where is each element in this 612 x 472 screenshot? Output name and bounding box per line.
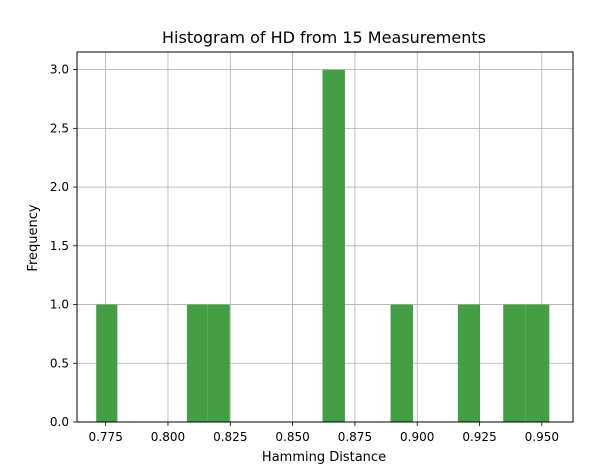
- y-tick-label: 3.0: [50, 63, 69, 77]
- x-axis: 0.775 0.800 0.825 0.850 0.875 0.900 0.925 0.950: [88, 422, 559, 444]
- y-tick-label: 1.0: [50, 298, 69, 312]
- histogram-bar: [390, 304, 413, 422]
- chart-title: Histogram of HD from 15 Measurements: [162, 28, 486, 47]
- x-tick-label: 0.825: [213, 430, 247, 444]
- x-axis-label: Hamming Distance: [262, 450, 386, 465]
- x-tick-label: 0.775: [88, 430, 122, 444]
- x-tick-label: 0.925: [462, 430, 496, 444]
- histogram-bar: [503, 304, 526, 422]
- histogram-bar: [96, 304, 118, 422]
- plot-area-frame: [76, 51, 574, 423]
- y-tick-label: 2.5: [50, 121, 69, 135]
- y-tick-label: 0.0: [50, 415, 69, 429]
- y-tick-label: 0.5: [50, 356, 69, 370]
- histogram-bar: [457, 304, 481, 422]
- x-tick-label: 0.850: [275, 430, 309, 444]
- histogram-bar: [322, 69, 345, 422]
- y-axis-label: Frequency: [26, 204, 41, 271]
- x-tick-label: 0.950: [525, 430, 559, 444]
- x-tick-label: 0.800: [151, 430, 185, 444]
- x-tick-label: 0.900: [400, 430, 434, 444]
- histogram-bar: [186, 304, 208, 422]
- y-axis: 0.0 0.5 1.0 1.5 2.0 2.5 3.0: [50, 63, 77, 429]
- histogram-bar: [525, 304, 550, 422]
- histogram-bar: [207, 304, 230, 422]
- x-tick-label: 0.875: [338, 430, 372, 444]
- bars: [96, 69, 550, 422]
- y-tick-label: 2.0: [50, 180, 69, 194]
- y-tick-label: 1.5: [50, 239, 69, 253]
